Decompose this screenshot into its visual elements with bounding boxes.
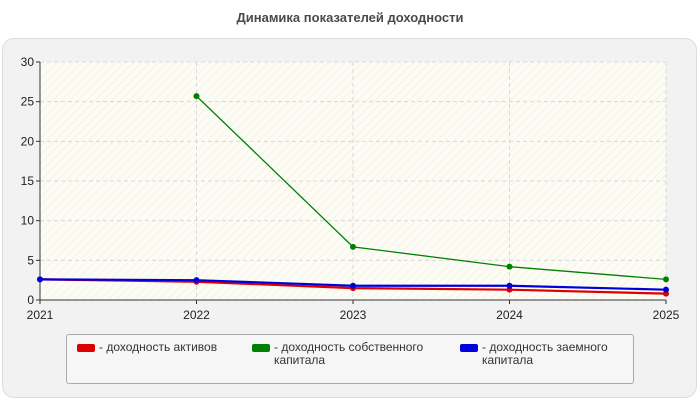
- legend-item-assets: - доходность активов: [77, 341, 217, 354]
- x-tick-label: 2025: [653, 308, 680, 322]
- series-lines: [37, 93, 669, 297]
- legend-label-debt: - доходность заемного капитала: [482, 340, 608, 367]
- data-point-1: [350, 243, 356, 250]
- y-tick-label: 5: [27, 253, 34, 267]
- y-tick-label: 0: [27, 293, 34, 307]
- data-point-1: [663, 276, 669, 283]
- x-tick-label: 2024: [496, 308, 523, 322]
- legend-label-assets: - доходность активов: [99, 340, 218, 354]
- legend-item-debt: - доходность заемного капитала: [460, 341, 608, 367]
- y-axis-ticks: 0 5 10 15 20 25 30: [21, 55, 40, 307]
- legend-swatch-equity: [252, 344, 270, 352]
- data-point-2: [350, 282, 356, 289]
- series-line-1: [196, 95, 667, 281]
- legend-item-equity: - доходность собственного капитала: [252, 341, 423, 367]
- data-point-2: [37, 276, 43, 283]
- y-tick-label: 25: [21, 95, 35, 109]
- x-tick-label: 2023: [340, 308, 367, 322]
- legend-swatch-assets: [77, 344, 95, 352]
- legend-swatch-debt: [460, 344, 478, 352]
- data-point-2: [193, 277, 200, 284]
- legend: - доходность активов - доходность собств…: [66, 334, 634, 384]
- y-tick-label: 15: [21, 174, 35, 188]
- y-tick-label: 10: [21, 214, 35, 228]
- x-tick-label: 2022: [183, 308, 210, 322]
- data-point-2: [506, 282, 513, 289]
- data-point-1: [506, 263, 513, 270]
- data-point-1: [193, 93, 200, 100]
- x-tick-label: 2021: [27, 308, 54, 322]
- y-tick-label: 20: [21, 134, 35, 148]
- y-tick-label: 30: [21, 55, 35, 69]
- data-point-2: [663, 286, 669, 293]
- chart-title: Динамика показателей доходности: [236, 10, 464, 25]
- grid-lines: [40, 61, 667, 300]
- legend-label-equity: - доходность собственного капитала: [274, 340, 424, 367]
- x-axis-ticks: 2021 2022 2023 2024 2025: [27, 300, 680, 322]
